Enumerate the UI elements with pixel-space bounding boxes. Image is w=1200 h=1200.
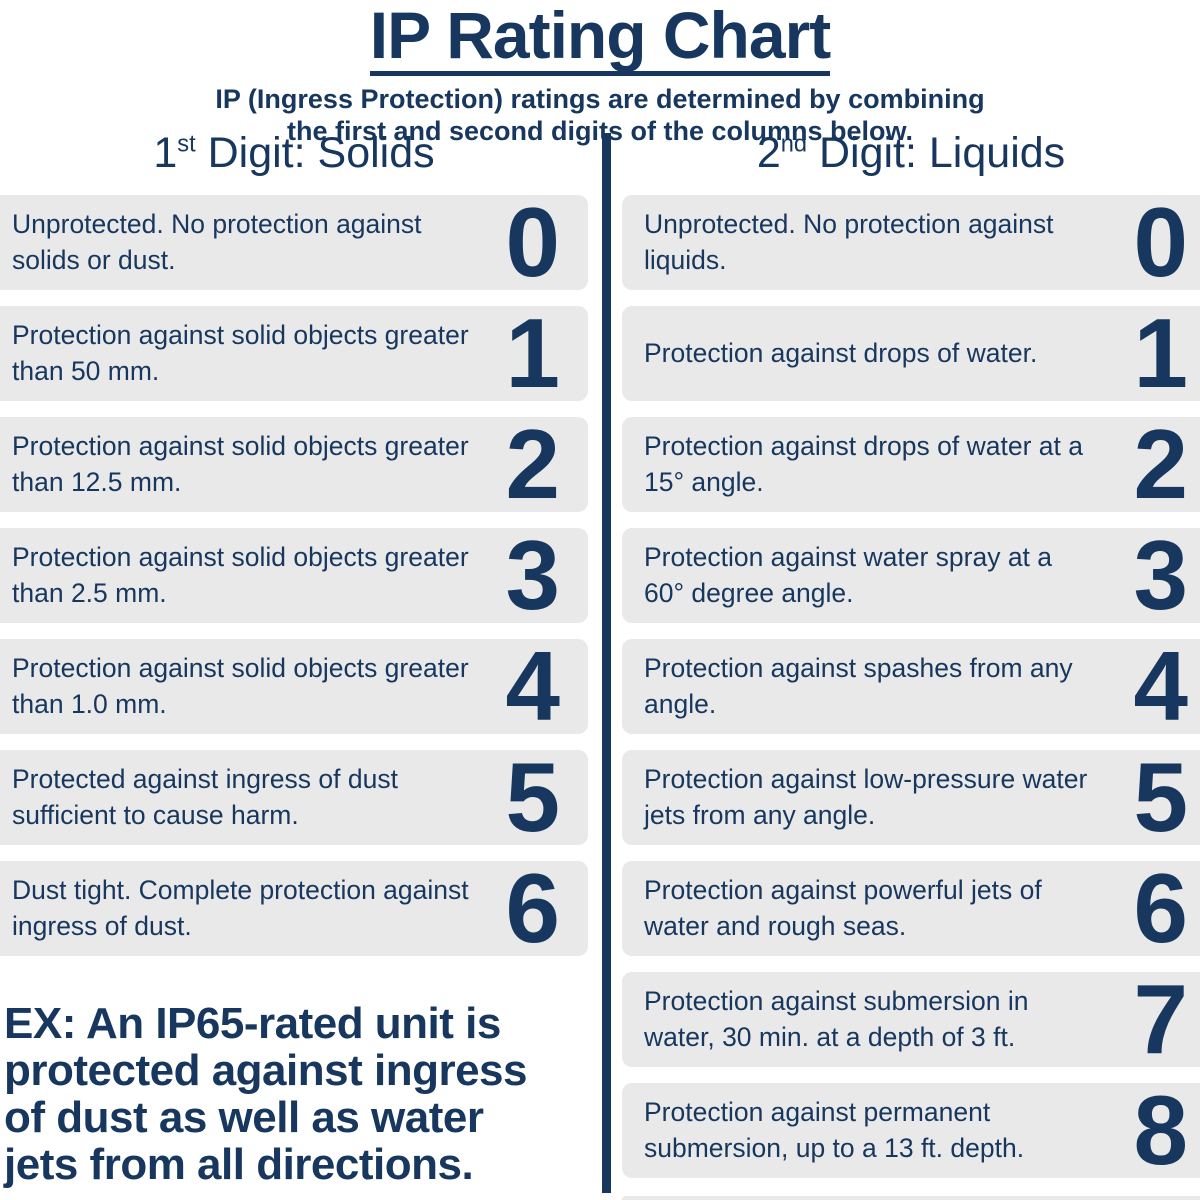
example-line: of dust as well as water [4, 1093, 484, 1143]
rating-digit: 0 [505, 187, 560, 298]
rating-row-solids-6: Dust tight. Complete protection against … [0, 853, 588, 964]
rating-digit: 1 [505, 298, 560, 409]
rating-description: Protection against solid objects greater… [12, 320, 469, 386]
column-divider [602, 133, 611, 1193]
heading-label: Digit: Solids [195, 129, 435, 177]
example-line: protected against ingress [4, 1046, 527, 1096]
rating-description: Protected against ingress of dust suffic… [12, 764, 398, 830]
rating-row-liquids-2: Protection against drops of water at a 1… [622, 409, 1200, 520]
rating-row-liquids-8: Protection against permanent submersion,… [622, 1075, 1200, 1186]
example-text: EX: An IP65-rated unit is protected agai… [4, 1000, 644, 1188]
page-subtitle: IP (Ingress Protection) ratings are dete… [0, 83, 1200, 148]
rating-description: Protection against drops of water. [644, 337, 1038, 368]
rating-digit: 6 [505, 853, 560, 964]
rating-digit: 4 [1133, 631, 1188, 742]
rating-digit: 0 [1133, 187, 1188, 298]
rating-row-liquids-5: Protection against low-pressure water je… [622, 742, 1200, 853]
rating-description: Protection against permanent submersion,… [644, 1097, 1025, 1163]
rating-digit: 8 [1133, 1075, 1188, 1186]
rating-description: Protection against powerful jets of wate… [644, 875, 1042, 941]
rating-description: Protection against water spray at a 60° … [644, 542, 1053, 608]
heading-ordinal: nd [780, 131, 808, 158]
rating-digit: 5 [505, 742, 560, 853]
rating-row-solids-5: Protected against ingress of dust suffic… [0, 742, 588, 853]
rating-description: Dust tight. Complete protection against … [12, 875, 469, 941]
rating-digit: 3 [1133, 520, 1188, 631]
subtitle-line: IP (Ingress Protection) ratings are dete… [215, 84, 985, 114]
rating-description: Protection against solid objects greater… [12, 431, 469, 497]
rating-row-solids-2: Protection against solid objects greater… [0, 409, 588, 520]
rating-digit: 2 [505, 409, 560, 520]
rating-row-liquids-0: Unprotected. No protection against liqui… [622, 187, 1200, 298]
column-liquids: 2nd Digit: Liquids Unprotected. No prote… [622, 128, 1200, 1194]
rating-row-liquids-7: Protection against submersion in water, … [622, 964, 1200, 1075]
header: IP Rating Chart IP (Ingress Protection) … [0, 0, 1200, 148]
rating-digit: 5 [1133, 742, 1188, 853]
column-solids: 1st Digit: Solids Unprotected. No protec… [0, 128, 588, 972]
partial-row [622, 1196, 1200, 1200]
rating-row-liquids-4: Protection against spashes from any angl… [622, 631, 1200, 742]
rating-digit: 1 [1133, 298, 1188, 409]
rating-description: Protection against submersion in water, … [644, 986, 1029, 1052]
rating-row-liquids-3: Protection against water spray at a 60° … [622, 520, 1200, 631]
rating-row-solids-1: Protection against solid objects greater… [0, 298, 588, 409]
rating-digit: 3 [505, 520, 560, 631]
heading-number: 1 [153, 129, 178, 177]
rating-row-solids-4: Protection against solid objects greater… [0, 631, 588, 742]
column-heading-solids: 1st Digit: Solids [0, 128, 588, 178]
column-heading-liquids: 2nd Digit: Liquids [622, 128, 1200, 178]
example-line: EX: An IP65-rated unit is [4, 999, 501, 1048]
rating-row-solids-3: Protection against solid objects greater… [0, 520, 588, 631]
rating-description: Protection against low-pressure water je… [644, 764, 1088, 830]
rating-description: Unprotected. No protection against solid… [12, 209, 422, 275]
page-title: IP Rating Chart [369, 2, 831, 76]
rating-description: Protection against spashes from any angl… [644, 653, 1073, 719]
subtitle-line: the first and second digits of the colum… [286, 116, 914, 147]
rating-digit: 2 [1133, 409, 1188, 520]
heading-label: Digit: Liquids [807, 129, 1066, 177]
rating-description: Protection against solid objects greater… [12, 542, 469, 608]
rating-row-liquids-6: Protection against powerful jets of wate… [622, 853, 1200, 964]
example-line: jets from all directions. [4, 1140, 474, 1190]
heading-number: 2 [756, 129, 781, 177]
rating-description: Unprotected. No protection against liqui… [644, 209, 1054, 275]
rating-row-liquids-1: Protection against drops of water. 1 [622, 298, 1200, 409]
rating-digit: 4 [505, 631, 560, 742]
rating-digit: 6 [1133, 853, 1188, 964]
rating-description: Protection against drops of water at a 1… [644, 431, 1083, 497]
heading-ordinal: st [177, 131, 196, 158]
rating-row-solids-0: Unprotected. No protection against solid… [0, 187, 588, 298]
rating-description: Protection against solid objects greater… [12, 653, 469, 719]
rating-digit: 7 [1133, 964, 1188, 1075]
